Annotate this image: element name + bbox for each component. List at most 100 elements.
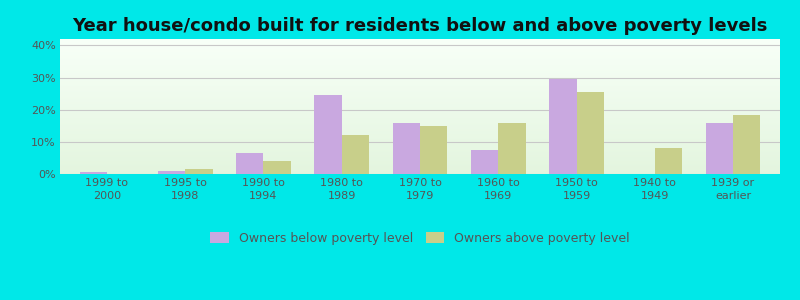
Bar (314, 95, 342, 174)
Bar (60, 122, 780, 123)
Bar (60, 150, 780, 151)
Bar (60, 60, 780, 61)
Bar (60, 53, 780, 54)
Bar (60, 87, 780, 88)
Bar (60, 92, 780, 93)
Bar (60, 164, 780, 165)
Bar (60, 111, 780, 112)
Bar (420, 126, 447, 174)
Bar (60, 90, 780, 91)
Bar (60, 105, 780, 106)
Bar (60, 45, 780, 46)
Bar (60, 141, 780, 142)
Bar (263, 161, 291, 174)
Bar (60, 145, 780, 146)
Bar (60, 91, 780, 92)
Bar (60, 144, 780, 145)
Bar (60, 67, 780, 68)
Bar (60, 88, 780, 89)
Bar (60, 79, 780, 80)
Bar (60, 127, 780, 128)
Bar (60, 161, 780, 162)
Bar (342, 135, 369, 174)
Bar (60, 169, 780, 170)
Bar (60, 56, 780, 57)
Bar (60, 64, 780, 65)
Bar (60, 48, 780, 49)
Bar (60, 101, 780, 102)
Bar (60, 120, 780, 121)
Bar (60, 153, 780, 154)
Bar (60, 106, 780, 107)
Bar (158, 171, 186, 174)
Bar (60, 49, 780, 50)
Bar (577, 92, 604, 174)
Bar (60, 171, 780, 172)
Bar (706, 123, 733, 174)
Bar (60, 119, 780, 120)
Bar (393, 123, 420, 174)
Bar (60, 146, 780, 147)
Bar (60, 61, 780, 62)
Bar (60, 124, 780, 125)
Bar (60, 98, 780, 99)
Bar (60, 139, 780, 140)
Bar (60, 149, 780, 150)
Bar (60, 129, 780, 130)
Bar (60, 168, 780, 169)
Bar (60, 66, 780, 67)
Bar (60, 39, 780, 40)
Bar (60, 68, 780, 69)
Bar (60, 69, 780, 70)
Bar (60, 116, 780, 117)
Bar (60, 158, 780, 159)
Bar (60, 125, 780, 126)
Bar (60, 78, 780, 79)
Bar (60, 55, 780, 56)
Bar (60, 80, 780, 81)
Bar (549, 79, 577, 174)
Bar (60, 160, 780, 161)
Bar (60, 94, 780, 95)
Bar (60, 51, 780, 52)
Bar (60, 65, 780, 66)
Bar (60, 114, 780, 115)
Bar (60, 54, 780, 55)
Bar (60, 132, 780, 133)
Bar (186, 169, 213, 174)
Bar (60, 57, 780, 58)
Bar (60, 159, 780, 160)
Bar (60, 41, 780, 42)
Bar (60, 93, 780, 94)
Bar (60, 52, 780, 53)
Bar (60, 115, 780, 116)
Bar (60, 157, 780, 158)
Bar (60, 147, 780, 148)
Bar (60, 154, 780, 155)
Bar (60, 142, 780, 143)
Bar (60, 152, 780, 153)
Bar (60, 126, 780, 127)
Bar (60, 74, 780, 75)
Bar (60, 84, 780, 85)
Legend: Owners below poverty level, Owners above poverty level: Owners below poverty level, Owners above… (206, 228, 634, 249)
Bar (60, 43, 780, 44)
Bar (60, 71, 780, 72)
Bar (60, 44, 780, 45)
Bar (60, 163, 780, 164)
Bar (60, 40, 780, 41)
Bar (60, 63, 780, 64)
Bar (60, 137, 780, 138)
Bar (60, 82, 780, 83)
Bar (60, 59, 780, 60)
Bar (60, 148, 780, 149)
Bar (60, 138, 780, 139)
Bar (60, 72, 780, 73)
Bar (60, 155, 780, 156)
Bar (60, 62, 780, 63)
Bar (60, 121, 780, 122)
Bar (60, 81, 780, 82)
Bar (60, 76, 780, 77)
Bar (60, 102, 780, 103)
Bar (60, 151, 780, 152)
